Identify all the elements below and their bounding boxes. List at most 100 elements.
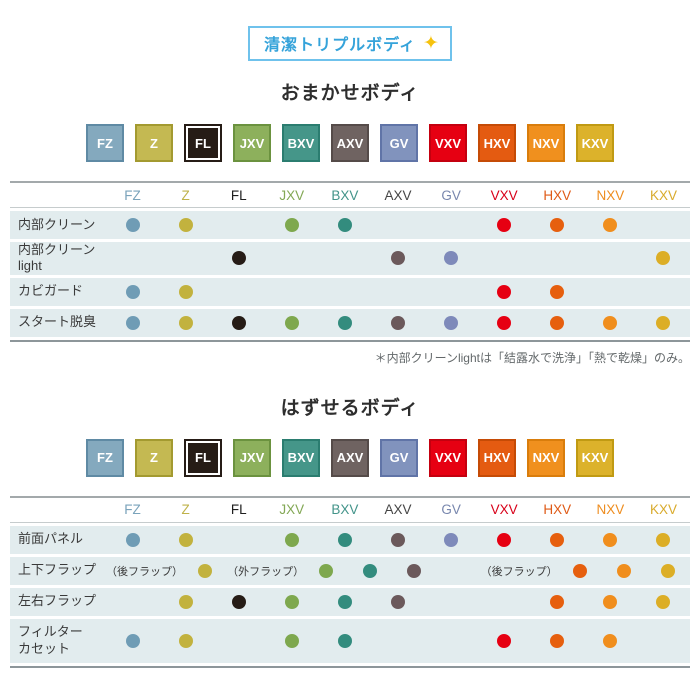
availability-dot-Z bbox=[178, 315, 193, 330]
cell-FZ bbox=[106, 278, 159, 306]
availability-dot-HXV bbox=[550, 633, 565, 648]
availability-dot-JXV bbox=[319, 563, 334, 578]
top-badge-wrap: 清潔トリプルボディ ✦ bbox=[0, 0, 700, 61]
cell-VXV bbox=[478, 619, 531, 663]
cell-FL bbox=[212, 619, 265, 663]
availability-dot-VXV bbox=[497, 315, 512, 330]
cell-JXV bbox=[265, 242, 318, 275]
availability-dot-HXV bbox=[550, 594, 565, 609]
cell-FL bbox=[212, 278, 265, 306]
cell-VXV bbox=[478, 526, 531, 554]
availability-dot-AXV bbox=[390, 532, 405, 547]
availability-dot-KXV bbox=[656, 594, 671, 609]
cell-GV bbox=[425, 526, 478, 554]
row-label: 内部クリーン bbox=[18, 216, 96, 232]
cell-FL bbox=[212, 309, 265, 337]
cell-FZ: （後フラップ） bbox=[106, 557, 183, 585]
cell-KXV bbox=[637, 588, 690, 616]
availability-dot-HXV bbox=[550, 218, 565, 232]
model-badge-Z: Z bbox=[135, 124, 173, 162]
cell-FL bbox=[212, 588, 265, 616]
cell-BXV bbox=[318, 588, 371, 616]
availability-dot-HXV bbox=[550, 532, 565, 547]
column-header-KXV: KXV bbox=[649, 187, 677, 203]
section-omakase: おまかせボディ FZ Z FL JXV BXV AXV GV VXV HXV NXV KXV FZ Z… bbox=[0, 78, 700, 366]
availability-dot-AXV bbox=[390, 594, 405, 609]
availability-dot-FZ bbox=[125, 284, 140, 299]
cell-BXV bbox=[318, 309, 371, 337]
cell-HXV bbox=[531, 211, 584, 239]
availability-dot-JXV bbox=[284, 315, 299, 330]
column-header-Z: Z bbox=[181, 502, 190, 517]
availability-dot-KXV bbox=[656, 532, 671, 547]
availability-dot-NXV bbox=[603, 594, 618, 609]
cell-FL bbox=[212, 526, 265, 554]
cell-note-text: （後フラップ） bbox=[480, 565, 558, 578]
availability-dot-Z bbox=[178, 218, 193, 232]
sparkle-icon: ✦ bbox=[422, 32, 439, 54]
availability-dot-Z bbox=[178, 594, 193, 609]
model-badge-GV: GV bbox=[380, 124, 418, 162]
cell-AXV bbox=[371, 211, 424, 239]
cell-FZ bbox=[106, 211, 159, 239]
availability-dot-Z bbox=[178, 633, 193, 648]
model-badge-VXV: VXV bbox=[429, 438, 467, 477]
cell-FL bbox=[212, 242, 265, 275]
model-badge-row-omakase: FZ Z FL JXV BXV AXV GV VXV HXV NXV KXV bbox=[0, 124, 700, 162]
cell-VXV bbox=[478, 588, 531, 616]
comparison-table-omakase: FZ Z FL JXV BXV AXV GV VXV HXV NXV KXV 内部クリーン 内部クリーン… bbox=[10, 181, 690, 342]
column-header-Z: Z bbox=[181, 187, 190, 203]
column-header-VXV: VXV bbox=[490, 502, 518, 517]
model-badge-AXV: AXV bbox=[331, 124, 369, 162]
availability-dot-VXV bbox=[497, 532, 512, 547]
row-label: フィルター カセット bbox=[18, 624, 83, 656]
table-row: 前面パネル bbox=[10, 525, 690, 554]
cell-VXV bbox=[478, 309, 531, 337]
availability-dot-JXV bbox=[284, 218, 299, 232]
cell-KXV bbox=[637, 526, 690, 554]
model-badge-NXV: NXV bbox=[527, 438, 565, 477]
column-header-GV: GV bbox=[441, 187, 461, 203]
cell-HXV bbox=[531, 619, 584, 663]
availability-dot-BXV bbox=[337, 532, 352, 547]
table-row: 上下フラップ （後フラップ） （外フラップ） （後フラップ） bbox=[10, 556, 690, 585]
model-badge-AXV: AXV bbox=[331, 438, 369, 477]
column-header-FL: FL bbox=[230, 502, 247, 517]
model-badge-BXV: BXV bbox=[282, 124, 320, 162]
cell-GV bbox=[437, 557, 481, 585]
model-badge-FL: FL bbox=[184, 438, 222, 477]
cell-JXV bbox=[265, 211, 318, 239]
availability-dot-HXV bbox=[550, 315, 565, 330]
cell-GV bbox=[425, 211, 478, 239]
cell-NXV bbox=[584, 211, 637, 239]
cell-FZ bbox=[106, 309, 159, 337]
cell-NXV bbox=[584, 309, 637, 337]
row-label: 前面パネル bbox=[18, 531, 84, 547]
cell-note-text: （後フラップ） bbox=[106, 565, 183, 578]
cell-VXV: （後フラップ） bbox=[481, 557, 558, 585]
cell-BXV bbox=[318, 526, 371, 554]
availability-dot-JXV bbox=[284, 633, 299, 648]
availability-dot-FZ bbox=[125, 532, 140, 547]
model-badge-NXV: NXV bbox=[527, 124, 565, 162]
availability-dot-NXV bbox=[603, 532, 618, 547]
availability-dot-AXV bbox=[390, 251, 405, 266]
availability-dot-KXV bbox=[660, 563, 675, 578]
clean-triple-body-label: 清潔トリプルボディ bbox=[264, 37, 416, 54]
availability-dot-VXV bbox=[497, 284, 512, 299]
model-badge-BXV: BXV bbox=[282, 438, 320, 477]
cell-JXV bbox=[304, 557, 348, 585]
availability-dot-FL bbox=[231, 594, 246, 609]
cell-VXV bbox=[478, 278, 531, 306]
table-row: 内部クリーンlight bbox=[10, 242, 690, 275]
model-badge-VXV: VXV bbox=[429, 124, 467, 162]
column-header-AXV: AXV bbox=[384, 502, 412, 517]
column-header-FL: FL bbox=[230, 187, 247, 203]
availability-dot-BXV bbox=[363, 563, 378, 578]
availability-dot-NXV bbox=[616, 563, 631, 578]
column-header-FZ: FZ bbox=[124, 502, 141, 517]
cell-AXV bbox=[371, 588, 424, 616]
availability-dot-BXV bbox=[337, 633, 352, 648]
availability-dot-HXV bbox=[550, 284, 565, 299]
cell-BXV bbox=[318, 211, 371, 239]
